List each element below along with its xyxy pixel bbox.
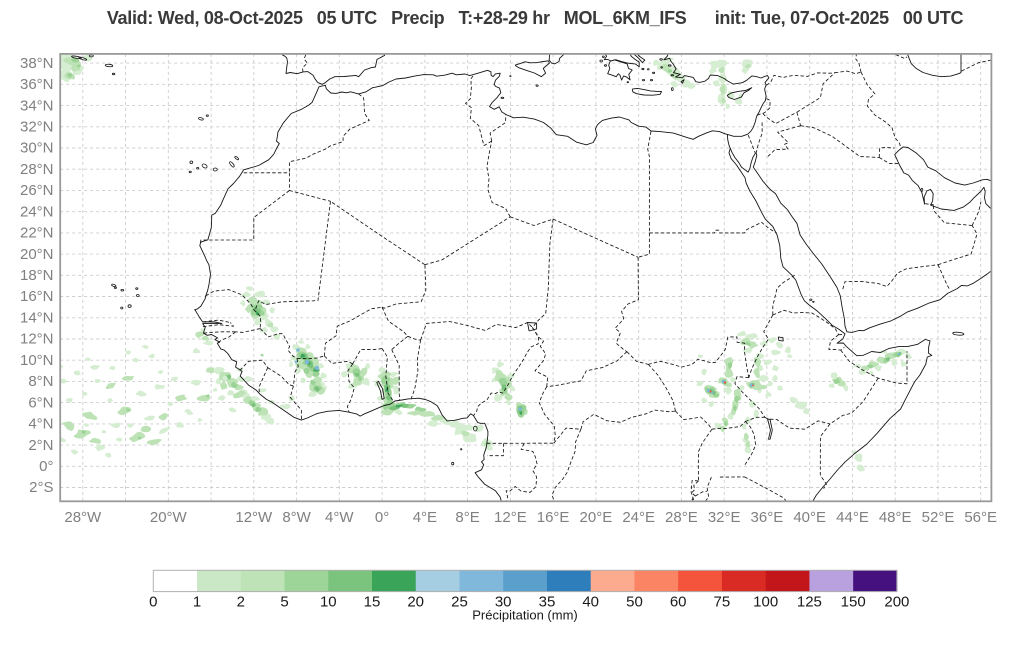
- svg-text:22°N: 22°N: [20, 225, 54, 242]
- svg-text:4°W: 4°W: [325, 509, 354, 526]
- svg-text:8°N: 8°N: [28, 373, 53, 390]
- svg-text:24°N: 24°N: [20, 203, 54, 220]
- svg-text:Précipitation (mm): Précipitation (mm): [472, 608, 577, 623]
- svg-text:125: 125: [797, 594, 822, 611]
- svg-text:0: 0: [149, 594, 157, 611]
- svg-text:38°N: 38°N: [20, 55, 54, 72]
- svg-text:26°N: 26°N: [20, 182, 54, 199]
- svg-text:12°N: 12°N: [20, 331, 54, 348]
- svg-text:Valid: Wed, 08-Oct-2025 05 U: Valid: Wed, 08-Oct-2025 05 UTC Precip T:…: [107, 8, 964, 28]
- svg-text:28°N: 28°N: [20, 161, 54, 178]
- svg-text:48°E: 48°E: [879, 509, 912, 526]
- svg-text:8°W: 8°W: [282, 509, 311, 526]
- svg-text:2°S: 2°S: [29, 479, 53, 496]
- svg-text:35: 35: [539, 594, 556, 611]
- svg-text:200: 200: [884, 594, 909, 611]
- svg-text:100: 100: [753, 594, 778, 611]
- svg-text:16°E: 16°E: [537, 509, 570, 526]
- svg-text:24°E: 24°E: [622, 509, 655, 526]
- svg-text:0°: 0°: [375, 509, 389, 526]
- svg-text:4°N: 4°N: [28, 416, 53, 433]
- svg-text:20°N: 20°N: [20, 246, 54, 263]
- svg-text:40: 40: [582, 594, 599, 611]
- svg-text:34°N: 34°N: [20, 97, 54, 114]
- svg-text:44°E: 44°E: [836, 509, 869, 526]
- svg-text:20°W: 20°W: [150, 509, 188, 526]
- svg-text:12°E: 12°E: [494, 509, 527, 526]
- svg-text:36°E: 36°E: [751, 509, 784, 526]
- svg-text:52°E: 52°E: [922, 509, 955, 526]
- svg-text:6°N: 6°N: [28, 394, 53, 411]
- svg-text:28°E: 28°E: [665, 509, 698, 526]
- svg-text:0°: 0°: [39, 458, 53, 475]
- svg-text:10: 10: [320, 594, 337, 611]
- svg-text:56°E: 56°E: [964, 509, 997, 526]
- svg-text:20: 20: [407, 594, 424, 611]
- svg-text:36°N: 36°N: [20, 76, 54, 93]
- svg-text:2: 2: [237, 594, 245, 611]
- svg-text:75: 75: [714, 594, 731, 611]
- svg-text:4°E: 4°E: [413, 509, 437, 526]
- svg-text:60: 60: [670, 594, 687, 611]
- svg-text:8°E: 8°E: [455, 509, 479, 526]
- svg-text:16°N: 16°N: [20, 288, 54, 305]
- svg-text:10°N: 10°N: [20, 352, 54, 369]
- svg-text:25: 25: [451, 594, 468, 611]
- svg-text:15: 15: [364, 594, 381, 611]
- svg-text:30°N: 30°N: [20, 140, 54, 157]
- svg-text:1: 1: [193, 594, 201, 611]
- svg-text:20°E: 20°E: [580, 509, 613, 526]
- svg-text:32°E: 32°E: [708, 509, 741, 526]
- svg-text:5: 5: [280, 594, 288, 611]
- svg-text:18°N: 18°N: [20, 267, 54, 284]
- svg-text:50: 50: [626, 594, 643, 611]
- svg-text:12°W: 12°W: [235, 509, 273, 526]
- svg-text:14°N: 14°N: [20, 310, 54, 327]
- svg-text:2°N: 2°N: [28, 437, 53, 454]
- svg-text:28°W: 28°W: [64, 509, 102, 526]
- svg-text:30: 30: [495, 594, 512, 611]
- svg-text:40°E: 40°E: [793, 509, 826, 526]
- svg-text:150: 150: [841, 594, 866, 611]
- svg-text:32°N: 32°N: [20, 119, 54, 136]
